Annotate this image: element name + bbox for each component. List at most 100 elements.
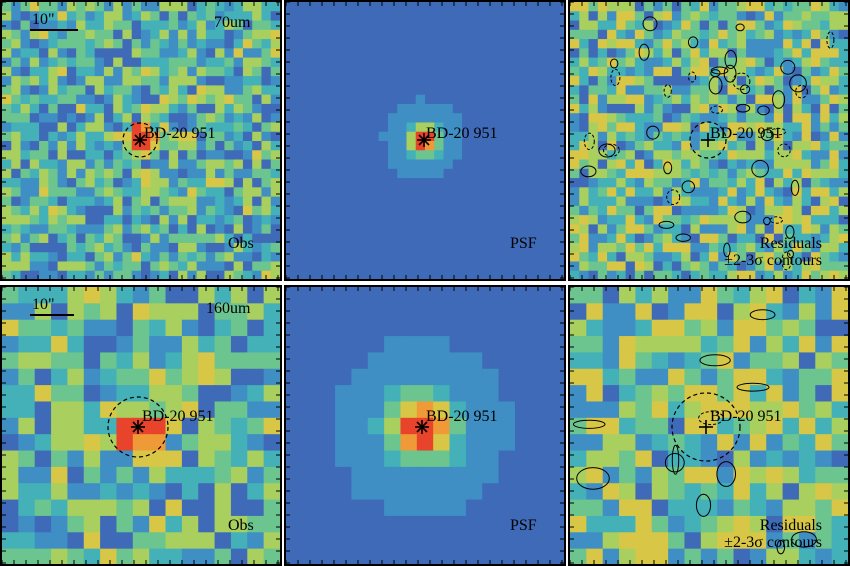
- residual-contour: [789, 74, 807, 93]
- residual-contour: [735, 23, 745, 32]
- pixel: [76, 2, 86, 12]
- pixel: [261, 66, 272, 77]
- pixel: [378, 57, 389, 68]
- pixel: [499, 122, 509, 133]
- pixel: [94, 196, 105, 207]
- pixel: [261, 131, 272, 142]
- pixel: [746, 39, 756, 49]
- pixel: [749, 548, 767, 564]
- pixel: [792, 270, 803, 279]
- pixel: [29, 178, 40, 188]
- pixel: [554, 252, 564, 263]
- pixel: [820, 270, 831, 279]
- pixel: [263, 287, 280, 304]
- pixel: [517, 224, 528, 235]
- pixel: [224, 20, 235, 31]
- pixel: [103, 141, 114, 151]
- pixel: [224, 233, 235, 244]
- pixel: [57, 48, 68, 59]
- pixel: [433, 303, 451, 321]
- pixel: [545, 168, 556, 179]
- pixel: [709, 122, 719, 133]
- pixel: [341, 224, 352, 235]
- pixel: [76, 76, 86, 86]
- pixel: [755, 159, 766, 170]
- pixel: [681, 2, 692, 12]
- pixel: [801, 39, 812, 49]
- pixel: [471, 168, 482, 179]
- pixel: [304, 113, 315, 124]
- pixel: [699, 141, 710, 151]
- pixel: [755, 20, 766, 31]
- pixel: [341, 187, 352, 198]
- residual-contour: [699, 354, 731, 367]
- pixel: [34, 287, 52, 304]
- pixel: [51, 319, 69, 337]
- pixel: [668, 483, 686, 501]
- pixel: [178, 76, 188, 86]
- pixel: [159, 168, 170, 179]
- pixel: [718, 113, 729, 124]
- pixel: [782, 401, 800, 419]
- pixel: [76, 187, 86, 198]
- pixel: [671, 141, 682, 151]
- pixel: [159, 224, 170, 235]
- pixel: [531, 483, 549, 501]
- pixel: [653, 122, 664, 133]
- pixel: [332, 168, 343, 179]
- pixel: [773, 168, 784, 179]
- pixel: [168, 57, 179, 68]
- pixel: [586, 319, 604, 337]
- pixel: [378, 20, 389, 31]
- pixel: [215, 85, 225, 96]
- pixel: [531, 417, 549, 435]
- pixel: [67, 287, 85, 304]
- star-marker-icon: [131, 420, 145, 434]
- pixel: [727, 270, 738, 279]
- pixel: [653, 57, 664, 68]
- pixel: [67, 532, 85, 550]
- pixel: [196, 131, 207, 142]
- residual-contour: [791, 531, 817, 548]
- pixel: [508, 261, 519, 272]
- pixel: [635, 466, 653, 484]
- pixel: [597, 20, 608, 31]
- pixel: [681, 39, 692, 49]
- pixel: [332, 261, 343, 272]
- pixel: [425, 76, 435, 86]
- pixel: [471, 196, 482, 207]
- pixel: [625, 113, 636, 124]
- pixel: [132, 515, 150, 533]
- pixel: [634, 2, 645, 12]
- pixel: [749, 287, 767, 304]
- pixel: [792, 242, 803, 253]
- pixel: [196, 168, 207, 179]
- pixel: [616, 150, 627, 161]
- pixel: [85, 39, 96, 49]
- pixel: [625, 159, 636, 170]
- pixel: [489, 233, 500, 244]
- pixel: [619, 434, 637, 452]
- pixel: [397, 122, 408, 133]
- pixel: [434, 224, 445, 235]
- pixel: [369, 187, 380, 198]
- pixel: [116, 287, 134, 304]
- pixel: [434, 159, 445, 170]
- pixel: [829, 187, 840, 198]
- pixel: [215, 103, 225, 114]
- pixel: [644, 76, 654, 86]
- pixel: [579, 39, 590, 49]
- pixel: [766, 385, 784, 403]
- pixel: [215, 20, 225, 31]
- pixel: [215, 94, 225, 105]
- pixel: [449, 417, 467, 435]
- pixel: [792, 29, 803, 40]
- pixel: [480, 205, 491, 216]
- pixel: [820, 113, 831, 124]
- pixel: [498, 352, 516, 370]
- pixel: [579, 66, 590, 77]
- pixel: [181, 385, 199, 403]
- pixel: [570, 261, 580, 272]
- pixel: [625, 57, 636, 68]
- pixel: [517, 29, 528, 40]
